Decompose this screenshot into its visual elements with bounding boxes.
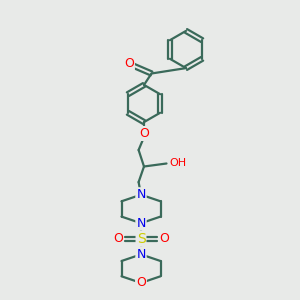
Text: O: O (139, 127, 149, 140)
Text: OH: OH (169, 158, 186, 169)
Text: O: O (113, 232, 123, 245)
Text: O: O (136, 276, 146, 290)
Text: O: O (159, 232, 169, 245)
Text: S: S (136, 232, 146, 246)
Text: N: N (136, 248, 146, 261)
Text: N: N (136, 188, 146, 201)
Text: N: N (136, 217, 146, 230)
Text: O: O (124, 56, 134, 70)
